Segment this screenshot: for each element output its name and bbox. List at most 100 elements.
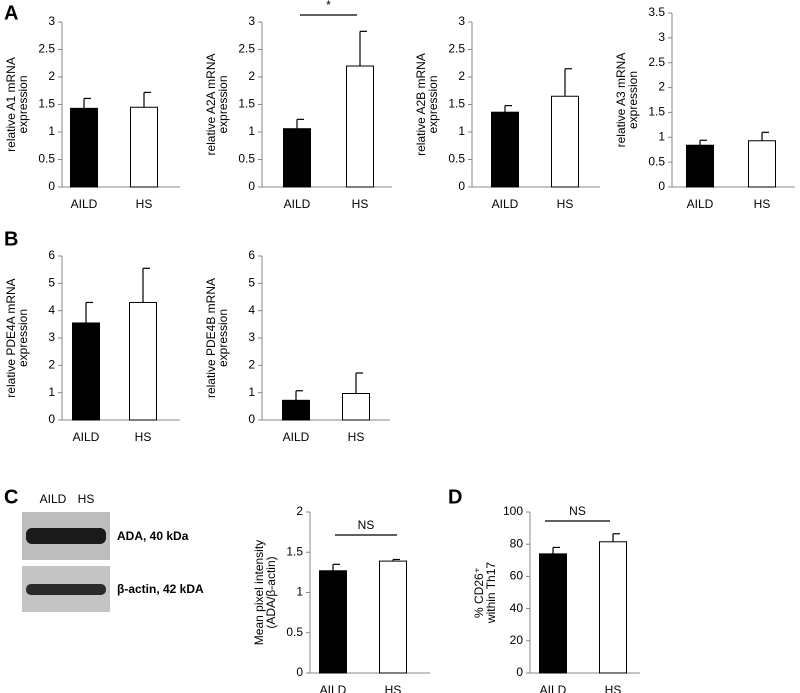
x-tick-label: AILD xyxy=(283,430,310,444)
y-tick-label: 100 xyxy=(503,504,523,518)
y-tick-label: 3.5 xyxy=(648,5,665,19)
y-axis-label: expression xyxy=(426,75,440,133)
y-tick-label: 0 xyxy=(458,179,465,193)
x-tick-label: HS xyxy=(385,683,402,693)
y-tick-label: 4 xyxy=(48,303,55,317)
y-tick-label: 2.5 xyxy=(448,42,465,56)
y-tick-label: 1.5 xyxy=(648,105,665,119)
y-axis-label: expression xyxy=(16,75,30,133)
y-tick-label: 1.5 xyxy=(238,97,255,111)
y-axis-label: Mean pixel intensity xyxy=(252,540,266,645)
y-tick-label: 2 xyxy=(248,358,255,372)
y-tick-label: 0.5 xyxy=(286,625,303,639)
bar xyxy=(70,107,98,188)
x-tick-label: HS xyxy=(754,197,771,211)
bar xyxy=(319,570,347,674)
y-axis-label: expression xyxy=(16,309,30,367)
y-tick-label: 2.5 xyxy=(648,55,665,69)
y-tick-label: 0 xyxy=(248,179,255,193)
y-tick-label: 5 xyxy=(248,276,255,290)
band-label: ADA, 40 kDa xyxy=(117,529,189,543)
y-tick-label: 1.5 xyxy=(448,97,465,111)
y-axis-label: within Th17 xyxy=(484,562,498,624)
y-tick-label: 1 xyxy=(296,585,303,599)
y-tick-label: 0 xyxy=(248,412,255,426)
bar xyxy=(283,128,311,188)
y-axis-label: (ADA/β-actin) xyxy=(264,556,278,628)
y-axis-label: expression xyxy=(626,71,640,129)
bar xyxy=(748,140,776,188)
y-tick-label: 0 xyxy=(516,665,523,679)
x-tick-label: AILD xyxy=(540,683,567,693)
y-tick-label: 3 xyxy=(48,330,55,344)
bar xyxy=(491,111,519,188)
y-tick-label: 60 xyxy=(510,569,524,583)
y-tick-label: 2.5 xyxy=(238,42,255,56)
bar xyxy=(551,95,579,188)
y-tick-label: 0 xyxy=(48,179,55,193)
western-blot: AILD HS ADA, 40 kDa β-actin, 42 kDA xyxy=(22,492,204,612)
bar xyxy=(129,301,157,421)
x-tick-label: HS xyxy=(352,197,369,211)
x-tick-label: HS xyxy=(136,197,153,211)
panel-label: B xyxy=(4,228,18,250)
y-tick-label: 1 xyxy=(658,129,665,143)
y-axis-label: relative A1 mRNA xyxy=(4,57,18,152)
y-tick-label: 3 xyxy=(248,14,255,28)
y-axis-label: relative A2A mRNA xyxy=(204,53,218,155)
significance-label: NS xyxy=(358,518,375,532)
panel-label: D xyxy=(448,486,462,508)
x-tick-label: AILD xyxy=(320,683,347,693)
lane-label: AILD xyxy=(40,492,67,506)
y-tick-label: 2.5 xyxy=(38,42,55,56)
y-axis-label: relative A3 mRNA xyxy=(614,53,628,148)
y-tick-label: 2 xyxy=(48,69,55,83)
y-tick-label: 0.5 xyxy=(648,154,665,168)
y-tick-label: 6 xyxy=(248,248,255,262)
y-tick-label: 2 xyxy=(48,358,55,372)
y-tick-label: 3 xyxy=(248,330,255,344)
y-tick-label: 1 xyxy=(248,385,255,399)
y-tick-label: 0.5 xyxy=(448,152,465,166)
blot-band xyxy=(26,528,106,544)
x-tick-label: AILD xyxy=(71,197,98,211)
x-tick-label: HS xyxy=(348,430,365,444)
bar xyxy=(599,541,627,674)
band-label: β-actin, 42 kDA xyxy=(117,582,204,596)
y-axis-label: expression xyxy=(216,75,230,133)
bar xyxy=(130,106,158,188)
y-axis-label: % CD26⁺ xyxy=(472,567,486,618)
x-tick-label: HS xyxy=(135,430,152,444)
bar xyxy=(342,392,370,421)
y-tick-label: 2 xyxy=(658,80,665,94)
bar xyxy=(539,553,567,674)
y-tick-label: 4 xyxy=(248,303,255,317)
y-tick-label: 0.5 xyxy=(38,152,55,166)
bar xyxy=(686,144,714,188)
y-tick-label: 3 xyxy=(48,14,55,28)
y-axis-label: relative A2B mRNA xyxy=(414,53,428,156)
x-tick-label: AILD xyxy=(284,197,311,211)
panel-label: C xyxy=(4,486,18,508)
y-tick-label: 1.5 xyxy=(286,544,303,558)
y-tick-label: 3 xyxy=(458,14,465,28)
x-tick-label: HS xyxy=(557,197,574,211)
y-tick-label: 80 xyxy=(510,536,524,550)
x-tick-label: AILD xyxy=(492,197,519,211)
x-tick-label: AILD xyxy=(687,197,714,211)
lane-label: HS xyxy=(78,492,95,506)
y-axis-label: expression xyxy=(216,309,230,367)
bar xyxy=(282,399,310,421)
y-tick-label: 20 xyxy=(510,633,524,647)
y-tick-label: 6 xyxy=(48,248,55,262)
y-axis-label: relative PDE4A mRNA xyxy=(4,278,18,397)
bar xyxy=(346,65,374,188)
y-tick-label: 40 xyxy=(510,601,524,615)
y-tick-label: 2 xyxy=(458,69,465,83)
y-tick-label: 0 xyxy=(48,412,55,426)
y-tick-label: 2 xyxy=(248,69,255,83)
y-tick-label: 1 xyxy=(248,124,255,138)
x-tick-label: AILD xyxy=(73,430,100,444)
y-tick-label: 0.5 xyxy=(238,152,255,166)
